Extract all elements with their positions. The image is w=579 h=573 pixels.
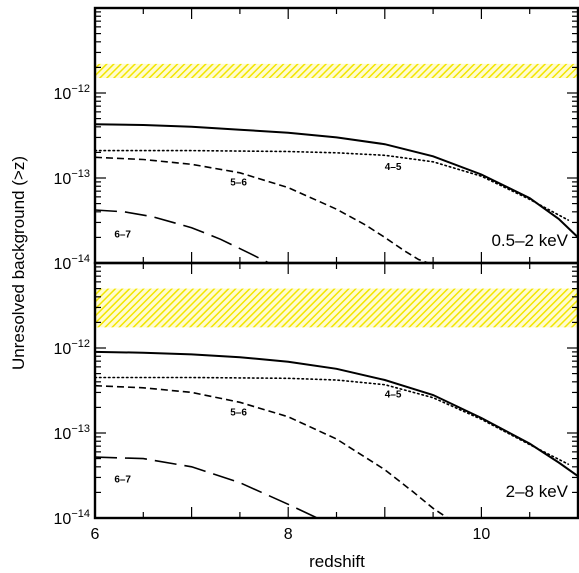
energy-band-label: 0.5–2 keV xyxy=(491,231,568,250)
curve-label: 4–5 xyxy=(385,162,402,173)
y-tick-label: 10−14 xyxy=(54,508,90,528)
series-dotted-line xyxy=(94,376,570,466)
series-dashed-line xyxy=(94,384,449,519)
x-tick-label: 6 xyxy=(91,526,100,543)
curve-label: 5–6 xyxy=(230,408,247,419)
panel-frame xyxy=(93,261,579,520)
series-dashed-line xyxy=(94,156,429,264)
y-tick-label: 10−12 xyxy=(54,83,90,103)
curve-label: 5–6 xyxy=(230,177,247,188)
y-axis-label: Unresolved background (>z) xyxy=(9,156,28,370)
series-solid-line xyxy=(94,350,579,478)
series-longdash-line xyxy=(94,456,318,519)
energy-band-label: 2–8 keV xyxy=(506,482,569,501)
observed-background-band xyxy=(95,63,578,79)
panel-top: 4–5 5–6 6–7 10−14 10−13 10−12 0.5–2 keV xyxy=(54,6,579,273)
x-tick-label: 10 xyxy=(473,526,491,543)
panel-frame xyxy=(93,6,579,265)
series-longdash-line xyxy=(94,209,270,264)
series-solid-line xyxy=(94,123,579,239)
y-tick-label: 10−14 xyxy=(54,253,90,273)
curve-label: 6–7 xyxy=(114,475,131,486)
y-tick-label: 10−12 xyxy=(54,338,90,358)
panel-bottom: 4–5 5–6 6–7 10−14 10−13 10−12 6 8 10 2–8 keV xyxy=(54,261,579,543)
curve-label: 6–7 xyxy=(114,229,131,240)
curve-label: 4–5 xyxy=(385,390,402,401)
y-tick-label: 10−13 xyxy=(54,168,90,188)
series-dotted-line xyxy=(94,149,570,221)
observed-background-band xyxy=(95,288,578,328)
x-tick-label: 8 xyxy=(284,526,293,543)
x-axis-label: redshift xyxy=(309,552,365,571)
y-tick-label: 10−13 xyxy=(54,423,90,443)
